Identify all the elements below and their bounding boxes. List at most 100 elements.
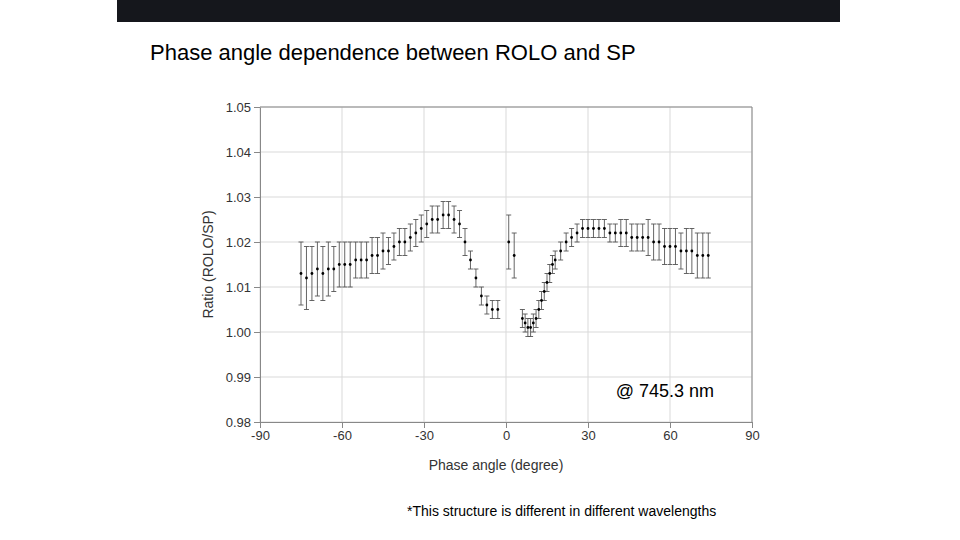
error-bar-cap [309, 246, 314, 247]
error-bar-cap [602, 237, 607, 238]
error-bar-cap [662, 228, 667, 229]
tick: 1.05 [226, 100, 260, 115]
error-bar-cap [381, 233, 386, 234]
error-bar-cap [397, 228, 402, 229]
error-bar-cap [575, 224, 580, 225]
error-bar-cap [457, 210, 462, 211]
error-bar-cap [689, 228, 694, 229]
error-bar [315, 242, 320, 296]
error-bar [673, 229, 678, 265]
error-bar-line [514, 233, 515, 278]
error-bar-cap [700, 233, 705, 234]
error-bar-cap [531, 314, 536, 315]
error-bar [457, 211, 462, 238]
tick-label: 90 [745, 428, 759, 443]
error-bar-line [525, 314, 526, 332]
error-bar-cap [651, 224, 656, 225]
error-bar-cap [512, 278, 517, 279]
error-bar-line [481, 287, 482, 305]
error-bar-line [604, 220, 605, 238]
error-bar-line [497, 301, 498, 319]
error-bar-cap [668, 264, 673, 265]
error-bar-cap [506, 269, 511, 270]
error-bar-cap [558, 260, 563, 261]
error-bar-line [620, 220, 621, 247]
tick-mark [254, 332, 260, 333]
error-bar-cap [331, 291, 336, 292]
tick: 1.00 [226, 325, 260, 340]
error-bar-line [393, 233, 394, 260]
error-bar-line [459, 211, 460, 238]
error-bar-line [697, 233, 698, 278]
error-bar-line [437, 206, 438, 233]
tick-label: 0.99 [226, 370, 251, 385]
tick-mark [260, 422, 261, 428]
error-bar-line [609, 224, 610, 242]
error-bar-cap [446, 201, 451, 202]
error-bar-line [598, 220, 599, 238]
error-bar-line [355, 242, 356, 278]
error-bar-cap [657, 224, 662, 225]
tick-mark [342, 422, 343, 428]
error-bar-cap [413, 219, 418, 220]
error-bar [564, 233, 569, 251]
error-bar [646, 220, 651, 256]
grid-line [260, 107, 261, 422]
plot-marks [299, 202, 711, 337]
error-bar-cap [580, 237, 585, 238]
error-bar-cap [596, 237, 601, 238]
error-bar-cap [435, 206, 440, 207]
error-bar-line [664, 229, 665, 265]
error-bar-cap [689, 273, 694, 274]
error-bar-line [708, 233, 709, 278]
error-bar-line [317, 242, 318, 296]
tick-mark [254, 422, 260, 423]
error-bar-cap [375, 273, 380, 274]
tick-mark [254, 377, 260, 378]
error-bar [348, 242, 353, 287]
annotation: @ 745.3 nm [616, 381, 714, 401]
grid-line [260, 377, 752, 378]
tick-label: 0.98 [226, 415, 251, 430]
error-bar-line [301, 242, 302, 305]
error-bar-line [541, 292, 542, 310]
error-bar-cap [678, 269, 683, 270]
x-axis: -90-60-300306090 [251, 422, 760, 443]
error-bar-line [582, 220, 583, 238]
error-bar-cap [684, 273, 689, 274]
error-bar-cap [353, 278, 358, 279]
error-bar-line [675, 229, 676, 265]
tick: 30 [581, 422, 595, 443]
error-bar-cap [678, 233, 683, 234]
error-bar-cap [629, 251, 634, 252]
error-bar-cap [342, 287, 347, 288]
tick: 0.99 [226, 370, 260, 385]
error-bar-line [680, 233, 681, 269]
error-bar-line [426, 211, 427, 238]
error-bar [520, 310, 525, 328]
error-bar-line [508, 215, 509, 269]
error-bar-cap [534, 327, 539, 328]
error-bar-line [443, 202, 444, 229]
error-bar-cap [662, 264, 667, 265]
error-bar-cap [618, 246, 623, 247]
error-bar-line [372, 238, 373, 274]
error-bar [523, 314, 528, 332]
error-bar-cap [624, 246, 629, 247]
error-bar [629, 224, 634, 251]
error-bar-cap [304, 246, 309, 247]
tick: 0 [503, 422, 510, 443]
error-bar-cap [484, 314, 489, 315]
frame [752, 107, 753, 422]
tick-mark [588, 422, 589, 428]
error-bar-line [350, 242, 351, 287]
error-bar-line [527, 319, 528, 337]
error-bar-cap [348, 242, 353, 243]
error-bar [662, 229, 667, 265]
error-bar-line [421, 215, 422, 242]
error-bar [596, 220, 601, 238]
error-bar-cap [673, 228, 678, 229]
error-bar-cap [348, 287, 353, 288]
error-bar-cap [629, 224, 634, 225]
error-bar-line [533, 314, 534, 332]
